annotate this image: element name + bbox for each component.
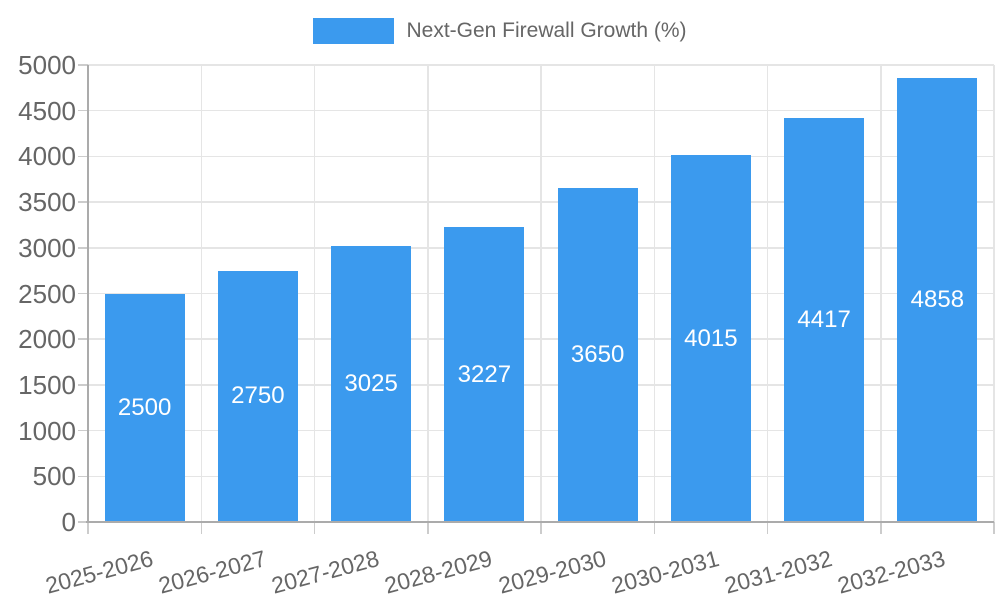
y-axis-label: 2500 [18,278,76,309]
y-tick [78,109,88,112]
y-tick [78,201,88,203]
bar-value-label: 3650 [570,341,625,369]
y-tick [78,155,88,158]
x-tick [87,522,89,534]
x-axis-label: 2028-2029 [382,545,496,599]
x-axis-line [86,521,994,523]
bar[interactable]: 2750 [217,270,298,522]
x-tick [540,522,542,534]
x-tick [993,522,995,534]
y-axis-label: 4500 [18,95,76,126]
y-axis-label: 3000 [18,232,76,263]
y-axis-label: 500 [32,461,76,492]
v-gridline [880,65,882,522]
x-axis-label: 2030-2031 [608,545,722,599]
legend-label: Next-Gen Firewall Growth (%) [406,19,687,42]
bar-value-label: 4858 [910,285,965,313]
y-axis-label: 1500 [18,369,76,400]
x-tick [200,522,202,534]
bar-value-label: 4417 [797,306,851,334]
legend-swatch [313,18,395,44]
y-axis-label: 3500 [18,187,76,218]
bar[interactable]: 2500 [104,293,185,522]
bar[interactable]: 4417 [784,118,865,522]
y-axis-label: 4000 [18,141,76,172]
y-axis-line [87,65,89,522]
x-axis-label: 2031-2032 [721,545,835,599]
y-tick [78,338,88,340]
x-axis-label: 2029-2030 [495,545,609,599]
x-tick [766,522,769,534]
y-tick [78,384,88,386]
legend[interactable]: Next-Gen Firewall Growth (%) [0,18,1000,44]
v-gridline [540,65,542,522]
bar[interactable]: 4858 [897,77,978,522]
y-axis-label: 1000 [18,415,76,446]
x-axis-label: 2025-2026 [42,545,156,599]
y-axis-label: 0 [61,507,76,537]
v-gridline [993,65,995,522]
bar-value-label: 4015 [684,324,738,352]
x-tick [653,522,655,534]
v-gridline [766,65,769,522]
y-axis-label: 2000 [18,324,76,355]
bar[interactable]: 3025 [331,245,412,522]
v-gridline [313,65,316,522]
y-tick [78,521,88,523]
y-axis-label: 5000 [18,50,76,80]
bar-value-label: 3025 [344,369,398,397]
x-axis-label: 2026-2027 [155,545,269,599]
bar[interactable]: 3650 [557,188,638,522]
x-tick [880,522,882,534]
x-tick [427,522,429,534]
v-gridline [200,65,202,522]
bar-value-label: 3227 [457,360,512,388]
y-tick [78,64,88,66]
y-tick [78,475,88,478]
bar-value-label: 2750 [231,382,285,410]
bar[interactable]: 3227 [444,227,525,522]
bar[interactable]: 4015 [670,155,751,522]
v-gridline [653,65,655,522]
x-tick [313,522,316,534]
v-gridline [427,65,429,522]
x-axis-label: 2032-2033 [835,545,949,599]
y-tick [78,429,88,432]
x-axis-label: 2027-2028 [268,545,382,599]
y-tick [78,292,88,295]
y-tick [78,247,88,249]
bar-value-label: 2500 [117,393,172,421]
